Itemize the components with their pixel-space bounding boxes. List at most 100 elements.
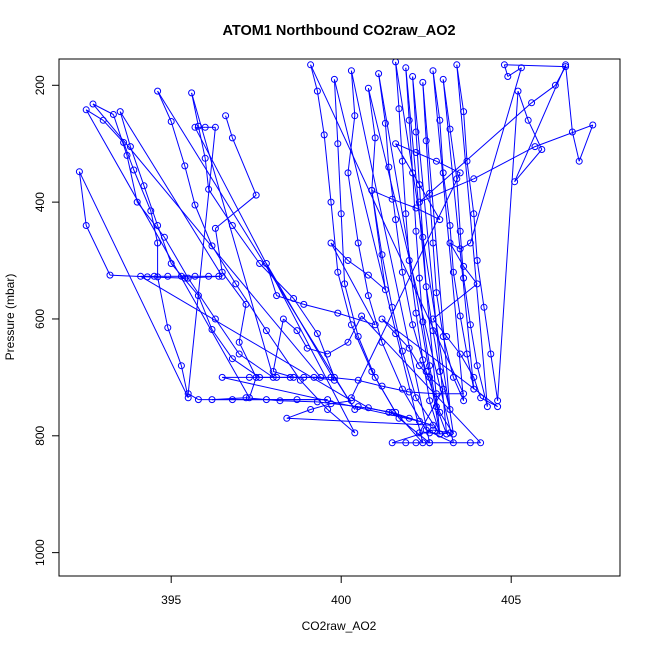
series-segment: [272, 318, 284, 372]
data-point: [208, 396, 216, 404]
series-segment: [119, 111, 223, 277]
series-segment: [395, 412, 424, 444]
data-point: [208, 326, 216, 333]
y-axis-label: Pressure (mbar): [3, 274, 17, 361]
data-point: [436, 430, 444, 438]
series-segment: [459, 242, 471, 250]
series-segment: [215, 194, 257, 229]
series-segment: [276, 295, 304, 305]
series-segment: [265, 263, 278, 296]
series-segment: [157, 90, 356, 410]
data-point: [500, 61, 508, 69]
data-point: [531, 143, 539, 151]
data-point: [177, 272, 185, 280]
x-axis-label: CO2raw_AO2: [302, 619, 377, 633]
series-segment: [204, 158, 210, 190]
series-segment: [442, 336, 454, 378]
data-point: [436, 408, 444, 416]
data-point: [439, 75, 447, 83]
data-point: [334, 309, 342, 317]
data-point: [351, 112, 359, 120]
data-point: [432, 403, 440, 411]
series-segment: [405, 67, 410, 121]
data-point: [381, 119, 389, 127]
data-point: [562, 63, 570, 71]
data-point: [477, 439, 485, 447]
data-point: [307, 406, 315, 413]
data-point: [330, 376, 338, 384]
data-point: [218, 272, 226, 280]
series-segment: [211, 397, 247, 401]
data-point: [456, 227, 464, 235]
data-point: [494, 403, 502, 411]
series-segment: [429, 400, 441, 435]
data-point: [456, 312, 464, 320]
data-point: [422, 137, 430, 145]
series-segment: [405, 213, 410, 261]
data-point: [446, 429, 454, 437]
data-point: [456, 350, 464, 358]
data-point: [324, 350, 332, 358]
series-segment: [221, 271, 247, 305]
data-point: [154, 222, 162, 229]
data-point: [385, 408, 393, 416]
data-point: [327, 400, 335, 408]
data-point: [426, 373, 434, 381]
series-segment: [129, 146, 145, 186]
y-tick-label: 400: [33, 192, 47, 212]
series-segment: [442, 79, 451, 130]
series-segment: [323, 134, 332, 203]
data-point: [126, 143, 134, 151]
data-point: [164, 272, 172, 280]
data-point: [75, 168, 83, 176]
series-segment: [350, 70, 356, 116]
data-point: [429, 239, 437, 247]
data-point: [344, 169, 352, 177]
data-point: [300, 373, 308, 381]
data-point: [419, 78, 427, 86]
data-point: [123, 151, 131, 159]
series-segment: [357, 242, 369, 296]
series-segment: [211, 329, 233, 359]
data-point: [470, 385, 478, 393]
data-point: [463, 350, 471, 358]
data-point: [154, 239, 162, 247]
data-point: [524, 116, 532, 124]
series-segment: [350, 172, 461, 399]
series-segment: [463, 278, 471, 325]
x-axis: 395 400 405: [161, 576, 522, 607]
series-segment: [432, 283, 478, 320]
series-segment: [337, 312, 376, 326]
series-segment: [435, 406, 448, 435]
data-point: [412, 227, 420, 235]
series-segment: [425, 286, 434, 331]
data-point: [439, 169, 447, 177]
data-point: [211, 315, 219, 323]
data-point: [463, 157, 471, 165]
series-segment: [408, 260, 417, 314]
data-point: [419, 356, 427, 364]
data-point: [143, 273, 151, 281]
data-point: [405, 388, 413, 396]
data-point: [412, 149, 420, 156]
data-point: [354, 333, 362, 340]
series-segment: [279, 400, 318, 403]
series-segment: [361, 315, 481, 444]
data-point: [415, 274, 423, 282]
series-segment: [456, 64, 465, 112]
series-segment: [238, 304, 247, 343]
data-point: [235, 338, 243, 346]
data-point: [344, 257, 352, 264]
data-point: [466, 321, 474, 329]
data-point: [449, 373, 457, 381]
series-segment: [265, 263, 335, 381]
data-point: [568, 128, 576, 136]
data-point: [320, 131, 328, 139]
data-point: [395, 414, 403, 422]
series-segment: [347, 260, 369, 276]
data-point: [218, 268, 226, 276]
series-segment: [214, 228, 223, 273]
data-point: [106, 271, 114, 279]
data-point: [167, 260, 175, 267]
series-segment: [371, 137, 376, 191]
